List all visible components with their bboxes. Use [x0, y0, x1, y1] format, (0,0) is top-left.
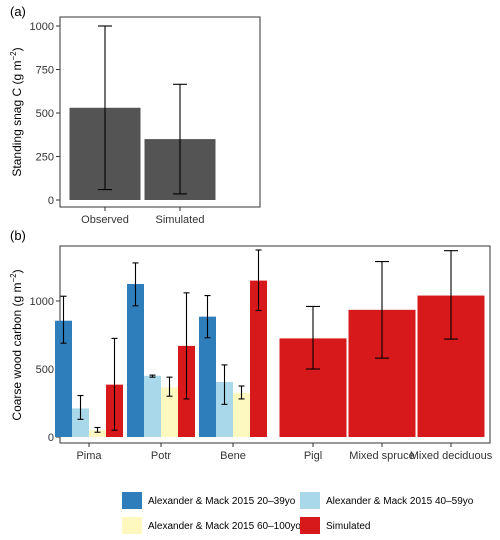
panel-b-label: (b): [10, 228, 26, 243]
x-tick-label: Observed: [81, 214, 129, 226]
y-tick-label: 500: [36, 364, 54, 376]
bar-bene-series-4: [250, 280, 267, 437]
bar-pima-series-1: [55, 320, 72, 437]
error-bar-pima-series-2: [77, 394, 84, 420]
legend-label-1: Alexander & Mack 2015 20–39yo: [148, 496, 296, 507]
panel-b-y-axis-label-exp: −2: [9, 273, 18, 283]
error-bar-pigl-simulated: [306, 305, 320, 370]
x-tick-label: Mixed deciduous: [410, 450, 493, 462]
bar-potr-series-3: [161, 387, 178, 437]
bar-pima-series-2: [72, 408, 89, 437]
panel-a-error-bars: [98, 25, 187, 195]
error-bar-bene-series-1: [204, 295, 211, 339]
panel-a-y-ticks: 0 250 500 750 1000: [30, 21, 60, 207]
bar-bene-series-3: [233, 392, 250, 437]
error-bar-bene-series-4: [255, 249, 262, 312]
panel-b-y-axis-label-main: Coarse wood carbon: [10, 310, 24, 421]
error-bar-bene-series-2: [221, 364, 228, 405]
bar-potr-series-2: [144, 375, 161, 437]
error-bar-mixed-spruce-simulated: [375, 261, 389, 359]
panel-a-x-ticks: Observed Simulated: [81, 207, 204, 226]
y-tick-label: 1000: [30, 296, 54, 308]
panel-a-y-axis-label-exp: −2: [9, 51, 18, 61]
panel-b-y-axis-label-close: ): [10, 269, 24, 273]
panel-a-label: (a): [10, 4, 26, 19]
y-tick-label: 0: [48, 195, 54, 207]
y-tick-label: 1000: [30, 21, 54, 33]
error-bar-potr-series-4: [183, 292, 190, 400]
panel-b-y-axis-label: Coarse wood carbon (g m−2): [9, 269, 24, 420]
bar-bene-series-1: [199, 316, 216, 437]
bar-pima-series-3: [89, 430, 106, 437]
error-bar-pima-series-1: [60, 295, 67, 344]
panel-a-y-axis-label-close: ): [10, 47, 24, 51]
error-bar-pima-series-4: [111, 337, 118, 431]
x-tick-label: Pima: [76, 450, 102, 462]
legend-label-3: Alexander & Mack 2015 60–100yo: [148, 521, 301, 532]
error-bar-mixed-deciduous-simulated: [444, 250, 458, 340]
legend-swatch-4: [300, 517, 320, 534]
bar-potr-series-1: [127, 284, 144, 437]
panel-b-error-bars: [60, 249, 458, 433]
panel-a-y-axis-label: Standing snag C (g m−2): [9, 47, 24, 176]
legend: Alexander & Mack 2015 20–39yo Alexander …: [122, 492, 474, 534]
x-tick-label: Potr: [151, 450, 172, 462]
legend-swatch-1: [122, 492, 142, 509]
x-tick-label: Pigl: [304, 450, 322, 462]
error-bar-potr-series-1: [132, 262, 139, 307]
x-tick-label: Mixed spruce: [349, 450, 414, 462]
x-tick-label: Simulated: [156, 214, 205, 226]
y-tick-label: 250: [36, 152, 54, 164]
legend-swatch-3: [122, 517, 142, 534]
error-bar-pima-series-3: [94, 426, 101, 433]
y-tick-label: 750: [36, 65, 54, 77]
error-bar-bene-series-3: [238, 385, 245, 400]
error-bar-observed: [98, 25, 112, 191]
y-tick-label: 0: [48, 432, 54, 444]
bar-bene-series-2: [216, 381, 233, 437]
y-tick-label: 500: [36, 108, 54, 120]
panel-a: (a) 0 250 500 750 1000 Observed Simulated Sta…: [9, 4, 261, 226]
x-tick-label: Bene: [220, 450, 246, 462]
legend-label-2: Alexander & Mack 2015 40–59yo: [326, 496, 474, 507]
legend-label-4: Simulated: [326, 521, 370, 532]
panel-b-y-axis-label-unit: (g m: [10, 283, 24, 307]
error-bar-potr-series-3: [166, 376, 173, 397]
error-bar-simulated: [173, 83, 187, 195]
panel-b-y-ticks: 0 500 1000: [30, 296, 60, 444]
error-bar-potr-series-2: [149, 374, 156, 378]
panel-b: (b) 0 500 1000 Pima Potr Bene Pigl Mixed spruc…: [9, 228, 493, 462]
panel-a-y-axis-label-unit: (g m: [10, 61, 24, 85]
panel-a-y-axis-label-main: Standing snag C: [10, 88, 24, 177]
legend-swatch-2: [300, 492, 320, 509]
